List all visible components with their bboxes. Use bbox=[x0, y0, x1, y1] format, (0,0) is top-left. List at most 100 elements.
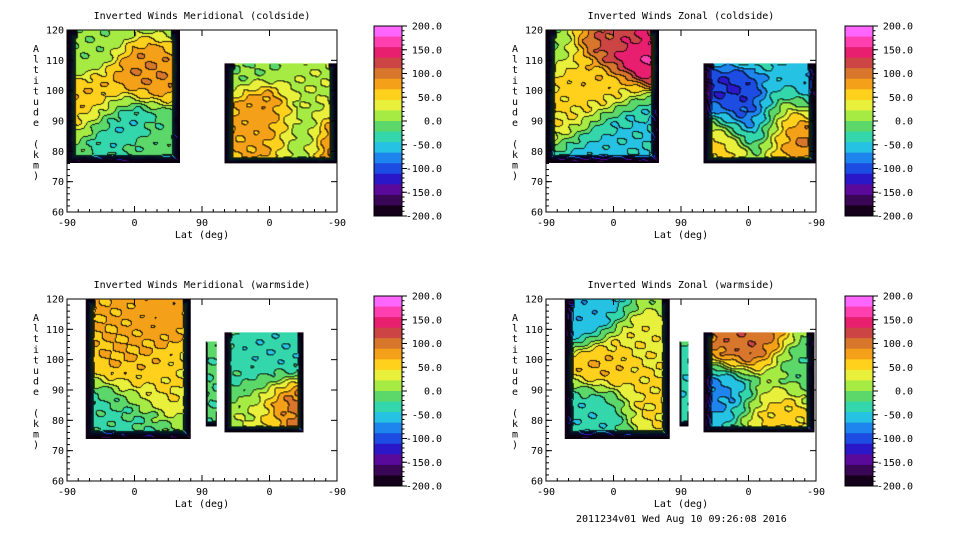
colorbar-swatch bbox=[374, 422, 402, 434]
colorbar-swatch bbox=[374, 401, 402, 413]
colorbar-swatch bbox=[374, 47, 402, 59]
x-tick-label: -90 bbox=[807, 487, 825, 498]
colorbar-swatch bbox=[845, 296, 873, 307]
colorbar-tick-label: -50.0 bbox=[883, 410, 913, 421]
contour-field-region-1 bbox=[224, 63, 338, 164]
colorbar-swatch bbox=[845, 338, 873, 350]
colorbar-swatch bbox=[845, 391, 873, 402]
colorbar-swatch bbox=[845, 475, 873, 487]
colorbar-swatch bbox=[845, 152, 873, 164]
y-tick-label: 70 bbox=[531, 446, 543, 457]
colorbar-tick-label: 0.0 bbox=[895, 117, 913, 128]
colorbar-swatch bbox=[374, 359, 402, 371]
colorbar-swatch bbox=[374, 163, 402, 175]
colorbar-tick-label: 0.0 bbox=[895, 387, 913, 398]
chart-panel-1: Inverted Winds Zonal (coldside) -90 0 90 0 -9… bbox=[512, 11, 913, 241]
colorbar-tick-label: 200.0 bbox=[883, 292, 913, 303]
y-tick-label: 60 bbox=[531, 208, 543, 219]
contour-field-region-0 bbox=[564, 299, 670, 439]
x-tick-label: -90 bbox=[807, 218, 825, 229]
x-tick-label: -90 bbox=[58, 218, 76, 229]
colorbar-swatch bbox=[374, 194, 402, 206]
colorbar-tick-label: -100.0 bbox=[877, 434, 913, 445]
contour-field-region-0 bbox=[546, 30, 659, 163]
colorbar-swatch bbox=[374, 338, 402, 350]
colorbar-swatch bbox=[374, 110, 402, 122]
colorbar-tick-label: 150.0 bbox=[883, 45, 913, 56]
colorbar-swatch bbox=[845, 369, 873, 381]
x-tick-label: 0 bbox=[131, 218, 137, 229]
colorbar: 200.0 150.0 100.0 50.0 0.0 -50.0 -100.0 -150.0 -… bbox=[844, 22, 913, 223]
colorbar-swatch bbox=[845, 422, 873, 434]
x-tick-label: 0 bbox=[745, 487, 751, 498]
colorbar-swatch bbox=[374, 369, 402, 381]
chart-panel-0: Inverted Winds Meridional (coldside) -90 0… bbox=[33, 11, 442, 241]
y-tick-label: 90 bbox=[52, 386, 64, 397]
y-tick-label: 100 bbox=[525, 355, 543, 366]
colorbar-tick-label: 150.0 bbox=[412, 315, 442, 326]
colorbar-swatch bbox=[845, 412, 873, 424]
x-tick-label: 90 bbox=[196, 218, 208, 229]
colorbar-tick-label: -200.0 bbox=[406, 212, 442, 223]
colorbar-tick-label: 50.0 bbox=[418, 363, 442, 374]
colorbar-tick-label: -200.0 bbox=[877, 212, 913, 223]
y-tick-label: 120 bbox=[525, 295, 543, 306]
y-tick-label: 110 bbox=[46, 325, 64, 336]
colorbar-tick-label: 150.0 bbox=[883, 315, 913, 326]
colorbar-swatch bbox=[845, 327, 873, 339]
x-axis-label: Lat (deg) bbox=[654, 499, 708, 510]
colorbar-swatch bbox=[374, 36, 402, 48]
colorbar-swatch bbox=[845, 173, 873, 185]
colorbar-swatch bbox=[845, 401, 873, 413]
colorbar-swatch bbox=[374, 443, 402, 455]
colorbar-swatch bbox=[374, 296, 402, 307]
colorbar-swatch bbox=[374, 475, 402, 487]
colorbar-tick-label: 150.0 bbox=[412, 45, 442, 56]
y-tick-label: 90 bbox=[52, 117, 64, 128]
colorbar-tick-label: 0.0 bbox=[424, 117, 442, 128]
colorbar-swatch bbox=[374, 57, 402, 69]
colorbar-tick-label: -100.0 bbox=[877, 164, 913, 175]
x-tick-label: 0 bbox=[745, 218, 751, 229]
colorbar-swatch bbox=[374, 131, 402, 143]
y-tick-label: 60 bbox=[52, 477, 64, 488]
colorbar-swatch bbox=[845, 184, 873, 196]
colorbar-swatch bbox=[845, 359, 873, 371]
colorbar-tick-label: -200.0 bbox=[406, 482, 442, 493]
colorbar-tick-label: 100.0 bbox=[883, 69, 913, 80]
x-tick-label: -90 bbox=[537, 218, 555, 229]
colorbar-tick-label: -100.0 bbox=[406, 434, 442, 445]
colorbar-swatch bbox=[374, 26, 402, 37]
y-tick-label: 60 bbox=[52, 208, 64, 219]
colorbar-swatch bbox=[374, 454, 402, 466]
x-tick-label: -90 bbox=[328, 218, 346, 229]
x-tick-label: 90 bbox=[196, 487, 208, 498]
y-tick-label: 110 bbox=[46, 56, 64, 67]
colorbar-swatch bbox=[374, 306, 402, 318]
x-tick-label: -90 bbox=[328, 487, 346, 498]
colorbar-swatch bbox=[845, 163, 873, 175]
colorbar: 200.0 150.0 100.0 50.0 0.0 -50.0 -100.0 -150.0 -… bbox=[373, 22, 442, 223]
colorbar-swatch bbox=[845, 380, 873, 392]
colorbar-swatch bbox=[374, 68, 402, 80]
colorbar-tick-label: -150.0 bbox=[406, 188, 442, 199]
colorbar-swatch bbox=[374, 142, 402, 154]
colorbar-swatch bbox=[374, 317, 402, 329]
colorbar-swatch bbox=[374, 348, 402, 360]
x-tick-label: 0 bbox=[610, 487, 616, 498]
colorbar-swatch bbox=[374, 152, 402, 164]
colorbar-swatch bbox=[845, 57, 873, 69]
y-tick-label: 100 bbox=[46, 86, 64, 97]
colorbar-swatch bbox=[845, 36, 873, 48]
x-tick-label: 0 bbox=[266, 218, 272, 229]
y-tick-label: 110 bbox=[525, 325, 543, 336]
x-axis-label: Lat (deg) bbox=[175, 230, 229, 241]
x-tick-label: 0 bbox=[610, 218, 616, 229]
chart-title: Inverted Winds Meridional (warmside) bbox=[94, 280, 311, 291]
y-tick-label: 120 bbox=[46, 295, 64, 306]
y-tick-label: 70 bbox=[531, 177, 543, 188]
chart-panel-3: Inverted Winds Zonal (warmside) -90 0 90 0 -9… bbox=[512, 280, 913, 510]
contour-field-region-2 bbox=[703, 332, 815, 433]
